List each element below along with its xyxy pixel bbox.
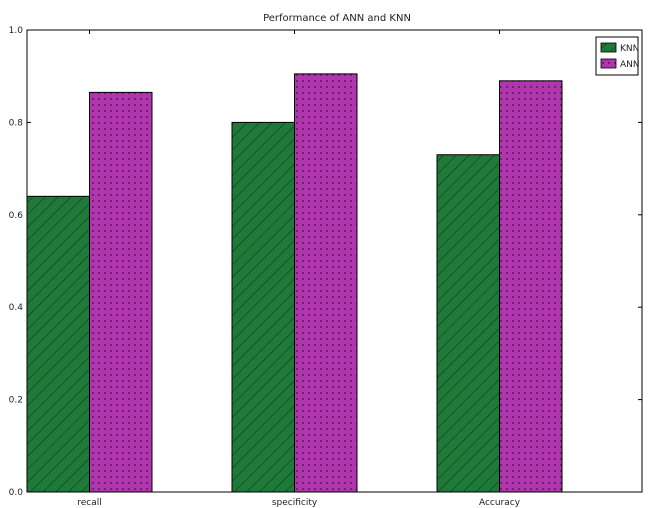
bar-ann-specificity: [294, 73, 358, 493]
bars: [26, 73, 563, 493]
bar-knn-accuracy: [436, 154, 500, 493]
y-tick-label: 0.6: [9, 211, 24, 221]
y-tick-label: 0.8: [9, 118, 24, 128]
bar-knn-recall: [26, 195, 90, 493]
x-tick-label: recall: [77, 498, 102, 508]
y-tick-label: 0.4: [9, 303, 24, 313]
legend-swatch-knn: [600, 42, 617, 53]
y-tick-label: 0.0: [9, 488, 24, 498]
legend-swatch-ann: [600, 58, 617, 69]
legend-label-ann: ANN: [620, 60, 640, 70]
y-tick-label: 1.0: [9, 26, 24, 36]
x-tick-label: specificity: [272, 498, 318, 508]
bar-ann-accuracy: [499, 80, 563, 493]
y-tick-label: 0.2: [9, 396, 23, 406]
legend-label-knn: KNN: [620, 44, 639, 54]
x-axis: recall specificity Accuracy: [77, 30, 521, 508]
bar-ann-recall: [89, 91, 153, 493]
bar-knn-specificity: [231, 121, 295, 493]
x-tick-label: Accuracy: [479, 498, 521, 508]
chart-title: Performance of ANN and KNN: [263, 13, 411, 24]
legend: KNN ANN: [595, 36, 640, 76]
